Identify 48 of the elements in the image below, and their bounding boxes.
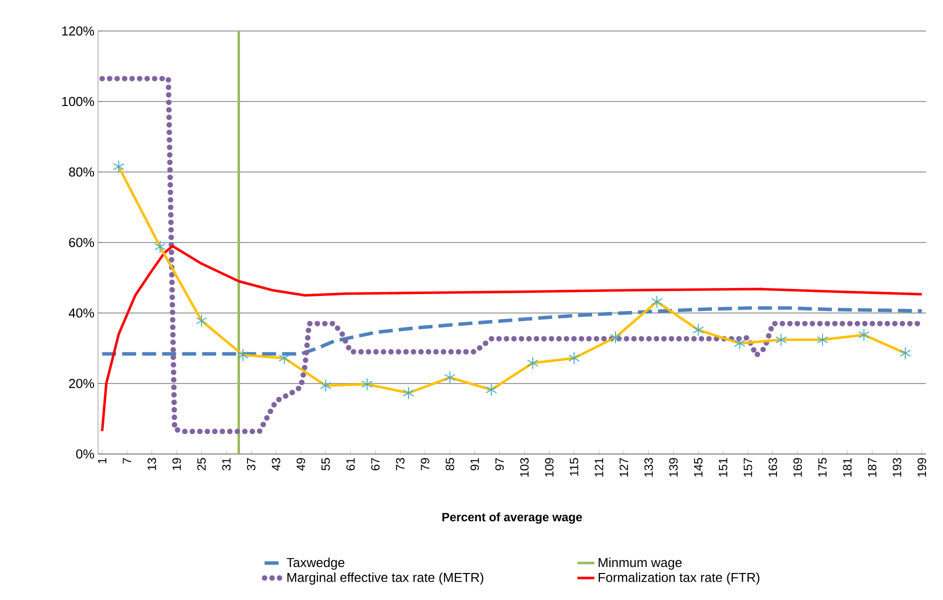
- x-tick-label: 31: [222, 458, 231, 470]
- legend-label: Minmum wage: [598, 558, 682, 570]
- x-tick-label: 13: [148, 458, 156, 470]
- x-tick-label: 109: [545, 458, 554, 477]
- x-tick-label: 199: [918, 458, 926, 477]
- x-axis-title: Percent of average wage: [442, 512, 582, 524]
- y-tick-label: 100%: [62, 96, 94, 106]
- x-tick-label: 163: [768, 458, 778, 477]
- x-tick-label: 133: [644, 458, 653, 477]
- x-tick-label: 37: [246, 458, 256, 470]
- y-tick-label: 0%: [76, 449, 94, 459]
- x-tick-label: 121: [594, 458, 604, 477]
- line-series: [100, 306, 924, 356]
- x-tick-label: 7: [122, 458, 132, 464]
- legend-label: Taxwedge: [286, 558, 344, 570]
- x-tick-label: 73: [396, 458, 404, 470]
- x-tick-label: 55: [322, 458, 330, 470]
- x-tick-label: 157: [744, 458, 752, 477]
- x-tick-label: 67: [371, 458, 380, 470]
- x-tick-label: 85: [446, 458, 454, 470]
- x-tick-label: 25: [197, 458, 206, 470]
- x-tick-label: 49: [296, 458, 306, 471]
- y-tick-label: 120%: [62, 26, 94, 36]
- legend-label: Formalization tax rate (FTR): [598, 572, 760, 585]
- x-tick-label: 151: [718, 458, 728, 477]
- x-tick-label: 103: [520, 458, 529, 477]
- x-tick-label: 181: [843, 458, 852, 477]
- x-tick-label: 91: [470, 458, 479, 470]
- x-tick-label: 1: [98, 458, 106, 464]
- x-tick-label: 97: [495, 458, 504, 470]
- y-tick-label: 80%: [69, 167, 94, 177]
- x-tick-label: 139: [669, 458, 678, 477]
- legend-label: Marginal effective tax rate (METR): [287, 572, 484, 585]
- x-tick-label: 19: [172, 458, 181, 470]
- x-tick-label: 169: [793, 458, 802, 477]
- x-tick-label: 187: [868, 458, 876, 477]
- x-tick-label: 193: [892, 458, 902, 477]
- x-tick-label: 115: [570, 458, 578, 476]
- x-tick-label: 43: [272, 458, 280, 471]
- x-tick-label: 145: [694, 458, 702, 477]
- x-tick-label: 175: [818, 458, 827, 477]
- y-tick-label: 60%: [69, 238, 94, 248]
- line-series: [100, 244, 924, 432]
- x-tick-label: 79: [420, 458, 430, 470]
- x-tick-label: 61: [346, 458, 355, 470]
- y-tick-label: 20%: [69, 378, 94, 388]
- y-tick-label: 40%: [68, 308, 94, 318]
- x-tick-label: 127: [620, 458, 628, 477]
